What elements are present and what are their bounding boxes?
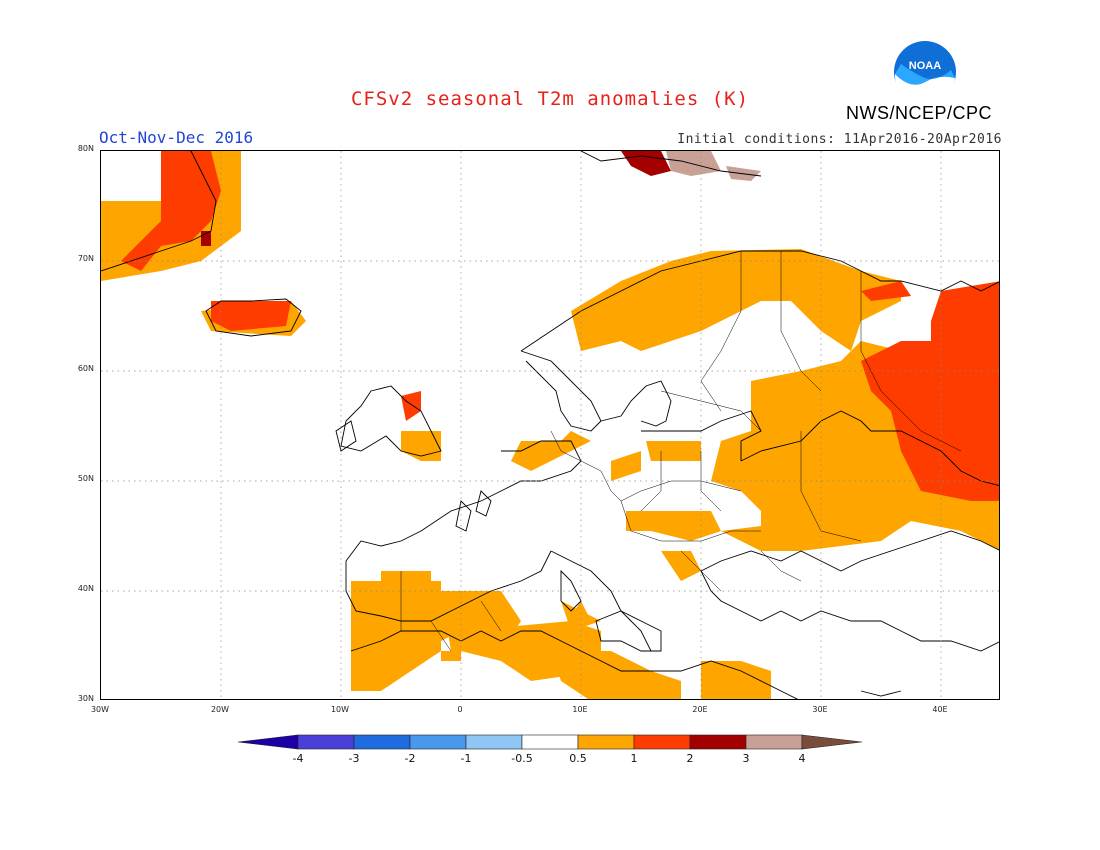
anomaly-regions-3-to-4 — [666, 151, 761, 181]
map-canvas — [101, 151, 999, 699]
colorbar-cell — [689, 734, 747, 750]
lon-tick-30e: 30E — [812, 705, 828, 714]
colorbar-label: 0.5 — [569, 752, 587, 765]
lat-tick-60n: 60N — [77, 364, 94, 373]
colorbar-label: -0.5 — [511, 752, 533, 765]
lon-tick-20w: 20W — [210, 705, 230, 714]
colorbar-label: 4 — [798, 752, 806, 765]
lon-tick-40e: 40E — [932, 705, 948, 714]
season-label: Oct-Nov-Dec 2016 — [99, 128, 254, 147]
colorbar — [238, 734, 862, 750]
colorbar-label: 1 — [630, 752, 638, 765]
colorbar-label: -3 — [348, 752, 360, 765]
lon-tick-10w: 10W — [330, 705, 350, 714]
colorbar-arrow-low — [238, 734, 299, 750]
colorbar-cell — [353, 734, 411, 750]
agency-label: NWS/NCEP/CPC — [846, 103, 993, 123]
anomaly-map — [100, 150, 1000, 700]
colorbar-cell — [409, 734, 467, 750]
colorbar-label: -2 — [404, 752, 416, 765]
lon-tick-0: 0 — [457, 705, 463, 714]
graticule — [101, 151, 999, 699]
initial-conditions-label: Initial conditions: 11Apr2016-20Apr2016 — [677, 132, 1002, 147]
colorbar-cell — [745, 734, 803, 750]
lat-tick-70n: 70N — [77, 254, 94, 263]
lat-tick-50n: 50N — [77, 474, 94, 483]
colorbar-cell — [521, 734, 579, 750]
lat-tick-30n: 30N — [77, 694, 94, 703]
country-borders — [400, 251, 962, 652]
lon-tick-30w: 30W — [90, 705, 110, 714]
map-title: CFSv2 seasonal T2m anomalies (K) — [350, 88, 750, 110]
colorbar-cell — [297, 734, 355, 750]
anomaly-regions-2-to-3 — [201, 151, 671, 246]
colorbar-cell — [633, 734, 691, 750]
noaa-logo-text: NOAA — [909, 60, 941, 72]
noaa-logo: NOAA — [894, 41, 956, 104]
colorbar-label: 3 — [742, 752, 750, 765]
colorbar-arrow-high — [801, 734, 862, 750]
colorbar-label: 2 — [686, 752, 694, 765]
anomaly-regions-1-to-2 — [121, 151, 999, 501]
lat-tick-40n: 40N — [77, 584, 94, 593]
colorbar-cell — [465, 734, 523, 750]
colorbar-label: -4 — [292, 752, 304, 765]
lon-tick-10e: 10E — [572, 705, 588, 714]
colorbar-cell — [577, 734, 635, 750]
lon-tick-20e: 20E — [692, 705, 708, 714]
colorbar-label: -1 — [460, 752, 472, 765]
lat-tick-80n: 80N — [77, 144, 94, 153]
